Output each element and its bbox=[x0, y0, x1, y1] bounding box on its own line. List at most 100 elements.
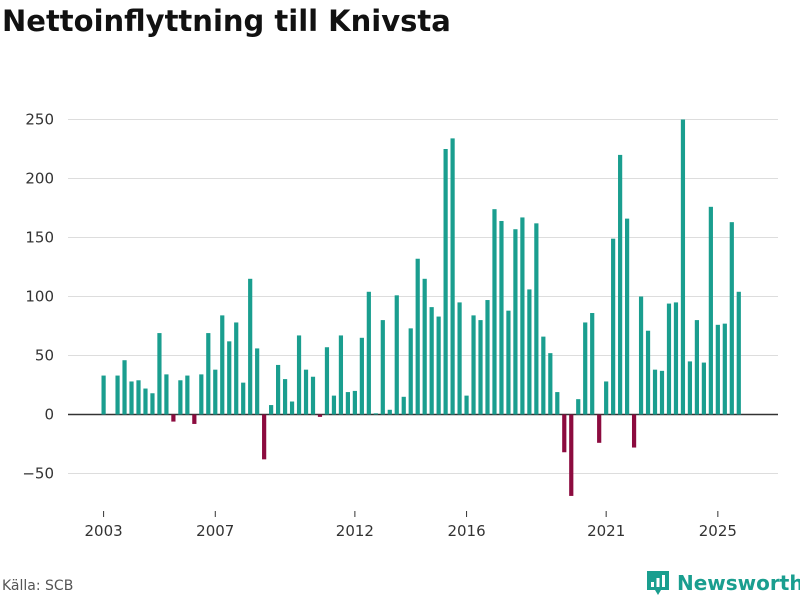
bar[interactable] bbox=[485, 300, 490, 415]
bar[interactable] bbox=[394, 295, 399, 415]
bar[interactable] bbox=[471, 315, 476, 415]
bar[interactable] bbox=[625, 218, 630, 415]
bar[interactable] bbox=[569, 414, 574, 496]
bar[interactable] bbox=[387, 409, 392, 415]
bar[interactable] bbox=[122, 360, 127, 415]
bar[interactable] bbox=[310, 376, 316, 415]
bar[interactable] bbox=[129, 381, 134, 415]
bar[interactable] bbox=[652, 369, 658, 415]
bar[interactable] bbox=[324, 347, 330, 415]
bar[interactable] bbox=[694, 320, 699, 415]
bar[interactable] bbox=[171, 414, 176, 422]
bar[interactable] bbox=[583, 322, 588, 415]
bar[interactable] bbox=[520, 217, 525, 415]
bar[interactable] bbox=[282, 379, 288, 415]
bar[interactable] bbox=[555, 392, 560, 415]
bar[interactable] bbox=[269, 405, 274, 415]
chart-title: Nettoinflyttning till Knivsta bbox=[2, 4, 451, 38]
bar[interactable] bbox=[255, 348, 260, 415]
bar[interactable] bbox=[645, 330, 651, 415]
bar[interactable] bbox=[415, 258, 420, 415]
bar[interactable] bbox=[234, 322, 239, 415]
bar[interactable] bbox=[736, 291, 741, 415]
bar[interactable] bbox=[178, 380, 183, 415]
bar[interactable] bbox=[289, 401, 295, 415]
bar[interactable] bbox=[213, 369, 218, 415]
bar[interactable] bbox=[352, 390, 357, 415]
bar[interactable] bbox=[492, 209, 497, 415]
y-tick-label: 100 bbox=[25, 288, 54, 306]
bar[interactable] bbox=[359, 337, 364, 415]
bar[interactable] bbox=[227, 341, 232, 415]
bar[interactable] bbox=[659, 370, 665, 415]
bar[interactable] bbox=[331, 395, 337, 415]
bars bbox=[101, 119, 741, 496]
bar[interactable] bbox=[666, 303, 672, 415]
bar[interactable] bbox=[527, 289, 532, 415]
bar[interactable] bbox=[157, 333, 162, 415]
bar[interactable] bbox=[338, 335, 344, 415]
bar[interactable] bbox=[366, 291, 371, 415]
bar[interactable] bbox=[241, 382, 246, 415]
bar[interactable] bbox=[604, 381, 609, 415]
bar[interactable] bbox=[436, 316, 441, 415]
bar[interactable] bbox=[206, 333, 211, 415]
brand-logo[interactable]: Newsworthy bbox=[645, 569, 800, 597]
bar[interactable] bbox=[618, 154, 623, 415]
bar[interactable] bbox=[450, 138, 455, 415]
bar[interactable] bbox=[597, 414, 602, 443]
bar[interactable] bbox=[611, 238, 616, 415]
bar[interactable] bbox=[638, 296, 644, 415]
bar[interactable] bbox=[729, 222, 734, 415]
bar[interactable] bbox=[541, 336, 546, 415]
bar[interactable] bbox=[199, 374, 204, 415]
bar[interactable] bbox=[303, 369, 309, 415]
bar[interactable] bbox=[401, 396, 406, 415]
bar[interactable] bbox=[457, 302, 462, 415]
bar[interactable] bbox=[192, 414, 197, 424]
bar[interactable] bbox=[150, 393, 155, 415]
bar[interactable] bbox=[115, 375, 120, 415]
bar[interactable] bbox=[548, 353, 553, 415]
bar[interactable] bbox=[478, 320, 483, 415]
bar[interactable] bbox=[380, 320, 385, 415]
bar[interactable] bbox=[248, 278, 253, 415]
bar[interactable] bbox=[576, 399, 581, 415]
bar[interactable] bbox=[136, 380, 141, 415]
bar[interactable] bbox=[164, 374, 169, 415]
bar[interactable] bbox=[722, 323, 727, 415]
bar[interactable] bbox=[317, 414, 323, 417]
bar[interactable] bbox=[631, 414, 637, 448]
bar[interactable] bbox=[143, 388, 148, 415]
bar[interactable] bbox=[373, 413, 378, 415]
bar[interactable] bbox=[101, 375, 106, 415]
bar[interactable] bbox=[464, 395, 469, 415]
bar[interactable] bbox=[429, 307, 434, 415]
y-tick-label: 50 bbox=[35, 347, 54, 365]
bar[interactable] bbox=[276, 364, 281, 415]
bar[interactable] bbox=[185, 375, 190, 415]
bar[interactable] bbox=[262, 414, 267, 460]
bar[interactable] bbox=[562, 414, 567, 453]
bar[interactable] bbox=[443, 149, 448, 415]
bar[interactable] bbox=[687, 361, 693, 415]
y-tick-label: 150 bbox=[25, 229, 54, 247]
bar[interactable] bbox=[296, 335, 302, 415]
bar[interactable] bbox=[345, 392, 350, 415]
bar[interactable] bbox=[513, 229, 518, 415]
bar[interactable] bbox=[534, 223, 539, 415]
bar[interactable] bbox=[708, 206, 713, 415]
x-tick-label: 2003 bbox=[85, 522, 123, 540]
bar[interactable] bbox=[499, 220, 504, 415]
bar[interactable] bbox=[680, 119, 686, 415]
bar[interactable] bbox=[673, 302, 679, 415]
bar[interactable] bbox=[506, 310, 511, 415]
bar[interactable] bbox=[220, 315, 225, 415]
bar[interactable] bbox=[590, 313, 595, 415]
x-tick-label: 2025 bbox=[699, 522, 737, 540]
source-note: Källa: SCB bbox=[2, 578, 74, 594]
bar[interactable] bbox=[701, 362, 706, 415]
bar[interactable] bbox=[408, 328, 413, 415]
bar[interactable] bbox=[715, 324, 720, 415]
bar[interactable] bbox=[422, 278, 427, 415]
